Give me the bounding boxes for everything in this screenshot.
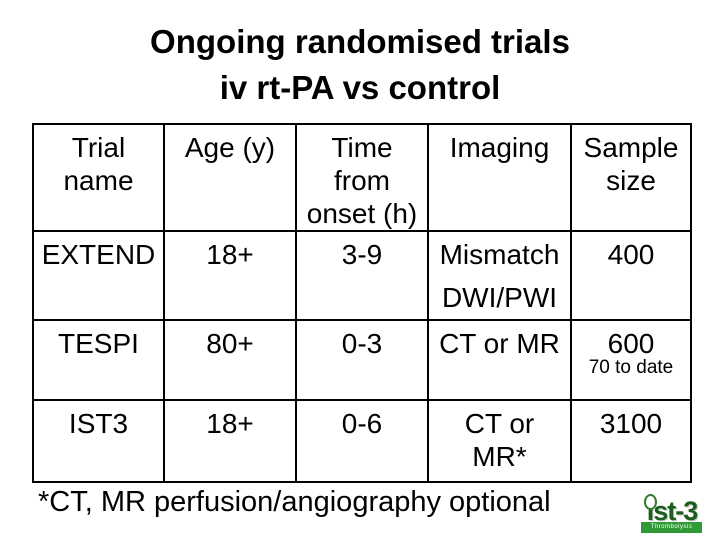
footnote: *CT, MR perfusion/angiography optional <box>38 486 551 518</box>
cell-time-from-onset: 3-9 <box>295 230 429 321</box>
cell-time-from-onset: 0-3 <box>295 319 429 401</box>
table-header-row: Trial name Age (y) Time from onset (h) I… <box>32 123 692 232</box>
ist3-logo: ist-3 Thrombolysis <box>638 494 706 538</box>
cell-sample-size: 3100 <box>570 399 692 483</box>
cell-sample-size: 600 70 to date <box>570 319 692 401</box>
slide-title: Ongoing randomised trials iv rt-PA vs co… <box>0 19 720 111</box>
column-header-time-from-onset: Time from onset (h) <box>295 123 429 232</box>
trials-table: Trial name Age (y) Time from onset (h) I… <box>32 123 692 483</box>
cell-sample-size-value: 600 <box>607 328 655 359</box>
cell-trial-name: IST3 <box>32 399 165 483</box>
cell-imaging-text: Mismatch DWI/PWI <box>439 239 560 313</box>
ist3-logo-dot-icon <box>644 494 657 510</box>
cell-sample-size-note: 70 to date <box>588 357 674 378</box>
cell-sample-size: 400 <box>570 230 692 321</box>
column-header-age: Age (y) <box>163 123 297 232</box>
column-header-trial-name: Trial name <box>32 123 165 232</box>
ist3-logo-banner: Thrombolysis <box>641 522 702 533</box>
slide-title-line-1: Ongoing randomised trials <box>150 23 570 60</box>
cell-imaging: CT or MR* <box>427 399 572 483</box>
cell-imaging: Mismatch DWI/PWI <box>427 230 572 321</box>
cell-age: 80+ <box>163 319 297 401</box>
cell-time-from-onset: 0-6 <box>295 399 429 483</box>
column-header-imaging: Imaging <box>427 123 572 232</box>
slide-title-line-2: iv rt-PA vs control <box>219 69 501 106</box>
table-row-ist3: IST3 18+ 0-6 CT or MR* 3100 <box>32 399 692 483</box>
cell-age: 18+ <box>163 399 297 483</box>
table-row-tespi: TESPI 80+ 0-3 CT or MR 600 70 to date <box>32 319 692 401</box>
cell-trial-name: EXTEND <box>32 230 165 321</box>
column-header-sample-size: Sample size <box>570 123 692 232</box>
cell-age: 18+ <box>163 230 297 321</box>
cell-trial-name: TESPI <box>32 319 165 401</box>
table-row-extend: EXTEND 18+ 3-9 Mismatch DWI/PWI 400 <box>32 230 692 321</box>
cell-imaging: CT or MR <box>427 319 572 401</box>
